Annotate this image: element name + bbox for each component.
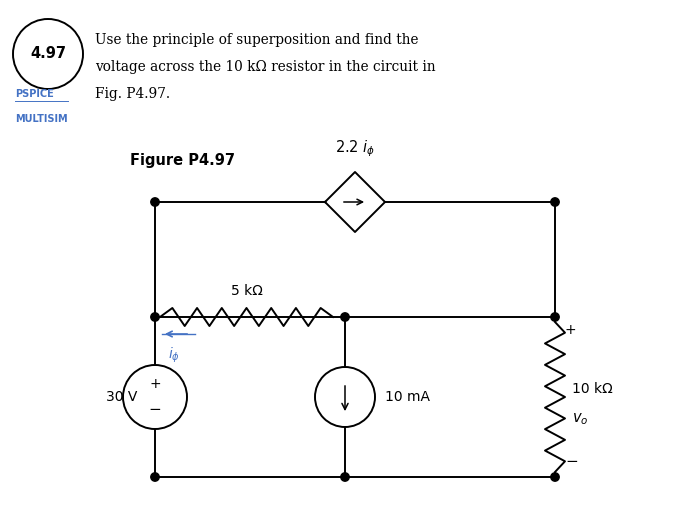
Text: −: − [148,403,162,418]
Circle shape [150,198,159,206]
Text: Figure P4.97: Figure P4.97 [130,153,235,168]
Circle shape [551,198,559,206]
Text: 10 kΩ: 10 kΩ [572,382,612,396]
Circle shape [551,473,559,481]
Circle shape [150,473,159,481]
Text: +: + [565,323,577,337]
Text: $i_\phi$: $i_\phi$ [168,346,180,365]
Text: −: − [565,454,578,470]
Text: 30 V: 30 V [106,390,137,404]
Text: 2.2 $i_\phi$: 2.2 $i_\phi$ [335,138,375,159]
Text: 4.97: 4.97 [30,46,66,62]
Text: $v_o$: $v_o$ [572,411,589,427]
Text: Fig. P4.97.: Fig. P4.97. [95,87,170,101]
Circle shape [150,313,159,321]
Text: PSPICE: PSPICE [15,89,54,99]
Circle shape [341,313,349,321]
Text: 5 kΩ: 5 kΩ [230,284,262,298]
Text: +: + [149,377,161,391]
Text: Use the principle of superposition and find the: Use the principle of superposition and f… [95,33,419,47]
Circle shape [551,313,559,321]
Text: voltage across the 10 kΩ resistor in the circuit in: voltage across the 10 kΩ resistor in the… [95,60,435,74]
Text: 10 mA: 10 mA [385,390,430,404]
Circle shape [341,473,349,481]
Text: MULTISIM: MULTISIM [15,114,68,124]
